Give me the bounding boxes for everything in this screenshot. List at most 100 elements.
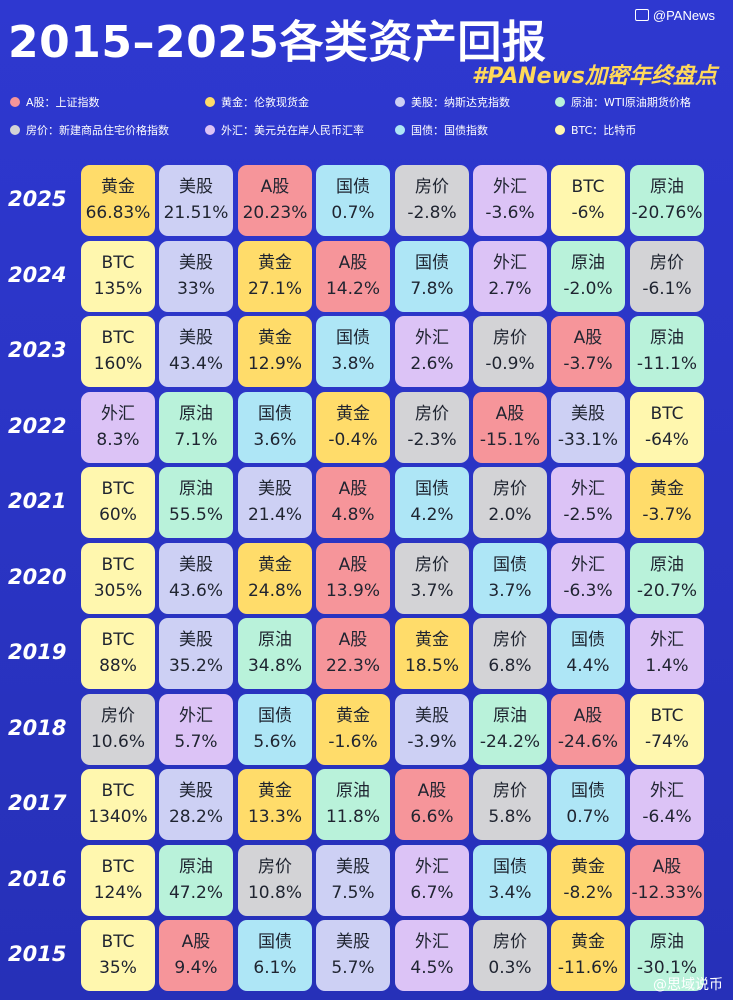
- return-value: -6.1%: [642, 279, 692, 299]
- legend-swatch: [205, 125, 215, 135]
- legend-swatch: [395, 125, 405, 135]
- return-cell: A股 22.3%: [316, 618, 390, 689]
- return-cell: 黄金 12.9%: [238, 316, 312, 387]
- return-value: 21.4%: [247, 505, 302, 525]
- return-cell: BTC -74%: [630, 694, 704, 765]
- asset-name: BTC: [650, 404, 684, 424]
- year-label: 2023: [8, 338, 67, 362]
- asset-name: 黄金: [571, 857, 605, 877]
- return-value: -2.8%: [407, 203, 457, 223]
- legend-swatch: [555, 125, 565, 135]
- return-cell: A股 6.6%: [395, 769, 469, 840]
- asset-name: BTC: [101, 479, 135, 499]
- return-value: 2.0%: [488, 505, 532, 525]
- asset-name: 原油: [179, 404, 213, 424]
- return-cell: A股 -15.1%: [473, 392, 547, 463]
- return-cell: 原油 -24.2%: [473, 694, 547, 765]
- subtitle-hashtag: #PANews加密年终盘点: [471, 64, 717, 89]
- asset-name: 房价: [493, 781, 527, 801]
- return-value: -24.2%: [479, 732, 541, 752]
- return-cell: 黄金 66.83%: [81, 165, 155, 236]
- return-value: -6.4%: [642, 807, 692, 827]
- legend-label: 原油：WTI原油期货价格: [571, 96, 691, 109]
- return-cell: A股 -24.6%: [551, 694, 625, 765]
- return-cell: 房价 -2.3%: [395, 392, 469, 463]
- return-value: 21.51%: [163, 203, 229, 223]
- return-cell: A股 9.4%: [159, 920, 233, 991]
- return-value: 4.4%: [566, 656, 610, 676]
- return-value: 10.8%: [247, 883, 302, 903]
- return-cell: A股 13.9%: [316, 543, 390, 614]
- return-cell: 外汇 2.6%: [395, 316, 469, 387]
- asset-name: 黄金: [101, 177, 135, 197]
- asset-name: 外汇: [179, 706, 213, 726]
- return-cell: A股 14.2%: [316, 241, 390, 312]
- return-cell: 房价 10.8%: [238, 845, 312, 916]
- year-label: 2018: [8, 716, 67, 740]
- return-cell: 国债 4.2%: [395, 467, 469, 538]
- legend-item: 国债：国债指数: [395, 122, 488, 138]
- asset-name: A股: [573, 706, 603, 726]
- return-cell: 美股 33%: [159, 241, 233, 312]
- legend-label: A股：上证指数: [26, 96, 100, 109]
- legend-label: 国债：国债指数: [411, 124, 488, 137]
- asset-name: A股: [260, 177, 290, 197]
- return-value: 33%: [177, 279, 215, 299]
- return-cell: 原油 55.5%: [159, 467, 233, 538]
- asset-name: BTC: [101, 857, 135, 877]
- asset-name: 房价: [650, 253, 684, 273]
- return-cell: BTC 60%: [81, 467, 155, 538]
- asset-name: BTC: [101, 253, 135, 273]
- return-cell: 黄金 -1.6%: [316, 694, 390, 765]
- return-cell: 黄金 18.5%: [395, 618, 469, 689]
- return-value: 6.6%: [410, 807, 454, 827]
- return-cell: 美股 35.2%: [159, 618, 233, 689]
- return-value: 3.8%: [331, 354, 375, 374]
- return-cell: 外汇 6.7%: [395, 845, 469, 916]
- asset-name: A股: [338, 253, 368, 273]
- asset-name: 原油: [179, 479, 213, 499]
- return-cell: 美股 21.51%: [159, 165, 233, 236]
- asset-name: 国债: [258, 706, 292, 726]
- legend-label: 房价：新建商品住宅价格指数: [26, 124, 169, 137]
- legend-swatch: [395, 97, 405, 107]
- return-value: 7.5%: [331, 883, 375, 903]
- return-value: -11.1%: [636, 354, 698, 374]
- return-value: 20.23%: [242, 203, 308, 223]
- return-cell: 外汇 -2.5%: [551, 467, 625, 538]
- asset-name: 房价: [258, 857, 292, 877]
- return-value: 34.8%: [247, 656, 302, 676]
- return-cell: 美股 21.4%: [238, 467, 312, 538]
- asset-name: 外汇: [650, 781, 684, 801]
- return-value: 11.8%: [325, 807, 380, 827]
- return-value: 160%: [93, 354, 143, 374]
- return-cell: 原油 11.8%: [316, 769, 390, 840]
- asset-name: 黄金: [258, 253, 292, 273]
- asset-name: 黄金: [571, 932, 605, 952]
- asset-name: 房价: [493, 479, 527, 499]
- return-cell: 原油 -20.76%: [630, 165, 704, 236]
- year-label: 2025: [8, 187, 67, 211]
- legend-item: 美股：纳斯达克指数: [395, 94, 510, 110]
- asset-name: 国债: [415, 253, 449, 273]
- year-label: 2020: [8, 565, 67, 589]
- asset-name: 国债: [415, 479, 449, 499]
- asset-name: 国债: [336, 328, 370, 348]
- asset-name: 美股: [179, 328, 213, 348]
- year-label: 2024: [8, 263, 67, 287]
- return-value: 4.8%: [331, 505, 375, 525]
- return-value: -20.76%: [631, 203, 703, 223]
- return-value: 0.7%: [331, 203, 375, 223]
- year-label: 2016: [8, 867, 67, 891]
- asset-name: 原油: [571, 253, 605, 273]
- return-cell: BTC 135%: [81, 241, 155, 312]
- return-value: 0.7%: [566, 807, 610, 827]
- return-cell: 美股 7.5%: [316, 845, 390, 916]
- asset-name: 黄金: [336, 706, 370, 726]
- return-cell: BTC -6%: [551, 165, 625, 236]
- return-cell: 房价 2.0%: [473, 467, 547, 538]
- asset-name: 外汇: [571, 555, 605, 575]
- year-label: 2022: [8, 414, 67, 438]
- asset-name: BTC: [101, 932, 135, 952]
- return-cell: 黄金 13.3%: [238, 769, 312, 840]
